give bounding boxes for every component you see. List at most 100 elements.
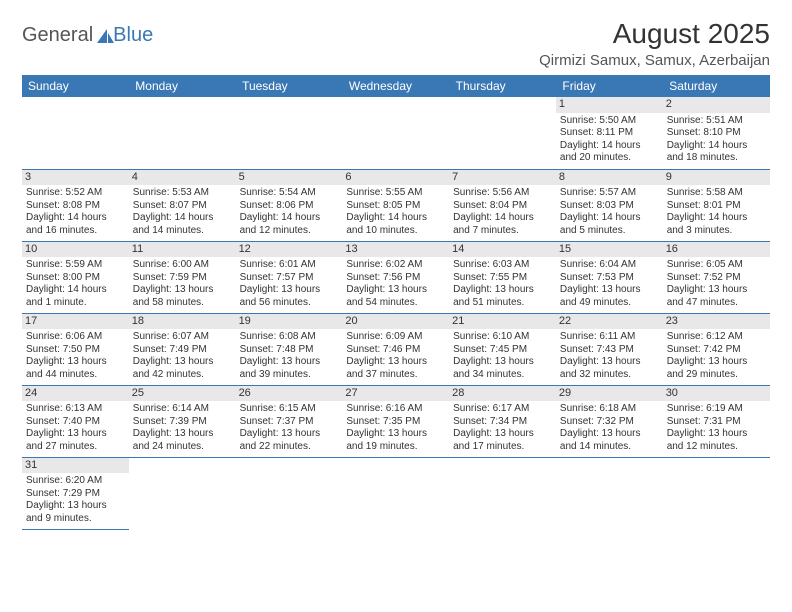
sunrise-line: Sunrise: 6:06 AM (26, 331, 125, 344)
sunset-line: Sunset: 7:52 PM (667, 272, 766, 285)
calendar-cell: 7Sunrise: 5:56 AMSunset: 8:04 PMDaylight… (449, 169, 556, 241)
sunset-line: Sunset: 7:35 PM (346, 416, 445, 429)
day-number: 7 (449, 170, 556, 186)
calendar-cell: 9Sunrise: 5:58 AMSunset: 8:01 PMDaylight… (663, 169, 770, 241)
calendar-table: Sunday Monday Tuesday Wednesday Thursday… (22, 75, 770, 530)
calendar-cell: 12Sunrise: 6:01 AMSunset: 7:57 PMDayligh… (236, 241, 343, 313)
col-sunday: Sunday (22, 75, 129, 97)
calendar-row: 3Sunrise: 5:52 AMSunset: 8:08 PMDaylight… (22, 169, 770, 241)
daylight-line: Daylight: 13 hours and 58 minutes. (133, 284, 232, 309)
daylight-line: Daylight: 13 hours and 39 minutes. (240, 356, 339, 381)
sunset-line: Sunset: 8:00 PM (26, 272, 125, 285)
calendar-cell (342, 457, 449, 529)
sunset-line: Sunset: 7:53 PM (560, 272, 659, 285)
sunset-line: Sunset: 7:59 PM (133, 272, 232, 285)
calendar-cell (236, 457, 343, 529)
sunset-line: Sunset: 7:39 PM (133, 416, 232, 429)
day-number: 16 (663, 242, 770, 258)
day-number: 3 (22, 170, 129, 186)
sunrise-line: Sunrise: 6:05 AM (667, 259, 766, 272)
day-number: 8 (556, 170, 663, 186)
sunset-line: Sunset: 8:07 PM (133, 200, 232, 213)
daylight-line: Daylight: 13 hours and 22 minutes. (240, 428, 339, 453)
sunrise-line: Sunrise: 6:03 AM (453, 259, 552, 272)
sunrise-line: Sunrise: 5:54 AM (240, 187, 339, 200)
sunrise-line: Sunrise: 5:52 AM (26, 187, 125, 200)
day-number: 25 (129, 386, 236, 402)
calendar-cell: 14Sunrise: 6:03 AMSunset: 7:55 PMDayligh… (449, 241, 556, 313)
day-number: 28 (449, 386, 556, 402)
calendar-row: 10Sunrise: 5:59 AMSunset: 8:00 PMDayligh… (22, 241, 770, 313)
day-number: 19 (236, 314, 343, 330)
sunrise-line: Sunrise: 6:14 AM (133, 403, 232, 416)
calendar-cell: 24Sunrise: 6:13 AMSunset: 7:40 PMDayligh… (22, 385, 129, 457)
calendar-cell (663, 457, 770, 529)
sunrise-line: Sunrise: 6:16 AM (346, 403, 445, 416)
sunset-line: Sunset: 7:42 PM (667, 344, 766, 357)
sunrise-line: Sunrise: 5:58 AM (667, 187, 766, 200)
sunset-line: Sunset: 7:31 PM (667, 416, 766, 429)
day-number: 26 (236, 386, 343, 402)
day-number: 2 (663, 97, 770, 113)
calendar-cell: 28Sunrise: 6:17 AMSunset: 7:34 PMDayligh… (449, 385, 556, 457)
col-monday: Monday (129, 75, 236, 97)
daylight-line: Daylight: 13 hours and 9 minutes. (26, 500, 125, 525)
calendar-cell: 4Sunrise: 5:53 AMSunset: 8:07 PMDaylight… (129, 169, 236, 241)
col-tuesday: Tuesday (236, 75, 343, 97)
sunrise-line: Sunrise: 6:17 AM (453, 403, 552, 416)
daylight-line: Daylight: 13 hours and 37 minutes. (346, 356, 445, 381)
sunset-line: Sunset: 8:06 PM (240, 200, 339, 213)
sunrise-line: Sunrise: 5:51 AM (667, 115, 766, 128)
sunrise-line: Sunrise: 5:53 AM (133, 187, 232, 200)
day-header-row: Sunday Monday Tuesday Wednesday Thursday… (22, 75, 770, 97)
sunset-line: Sunset: 7:37 PM (240, 416, 339, 429)
col-friday: Friday (556, 75, 663, 97)
calendar-cell (342, 97, 449, 169)
daylight-line: Daylight: 14 hours and 14 minutes. (133, 212, 232, 237)
calendar-row: 31Sunrise: 6:20 AMSunset: 7:29 PMDayligh… (22, 457, 770, 529)
calendar-cell (129, 97, 236, 169)
calendar-cell (556, 457, 663, 529)
sunset-line: Sunset: 7:29 PM (26, 488, 125, 501)
calendar-cell: 21Sunrise: 6:10 AMSunset: 7:45 PMDayligh… (449, 313, 556, 385)
calendar-row: 17Sunrise: 6:06 AMSunset: 7:50 PMDayligh… (22, 313, 770, 385)
day-number: 31 (22, 458, 129, 474)
sunset-line: Sunset: 7:49 PM (133, 344, 232, 357)
daylight-line: Daylight: 13 hours and 51 minutes. (453, 284, 552, 309)
sunrise-line: Sunrise: 6:11 AM (560, 331, 659, 344)
daylight-line: Daylight: 13 hours and 29 minutes. (667, 356, 766, 381)
daylight-line: Daylight: 13 hours and 12 minutes. (667, 428, 766, 453)
day-number: 18 (129, 314, 236, 330)
daylight-line: Daylight: 13 hours and 19 minutes. (346, 428, 445, 453)
calendar-cell: 1Sunrise: 5:50 AMSunset: 8:11 PMDaylight… (556, 97, 663, 169)
day-number: 11 (129, 242, 236, 258)
daylight-line: Daylight: 13 hours and 17 minutes. (453, 428, 552, 453)
calendar-cell (236, 97, 343, 169)
day-number: 20 (342, 314, 449, 330)
day-number: 30 (663, 386, 770, 402)
calendar-cell: 16Sunrise: 6:05 AMSunset: 7:52 PMDayligh… (663, 241, 770, 313)
location-text: Qirmizi Samux, Samux, Azerbaijan (539, 52, 770, 69)
calendar-body: 1Sunrise: 5:50 AMSunset: 8:11 PMDaylight… (22, 97, 770, 529)
day-number: 21 (449, 314, 556, 330)
daylight-line: Daylight: 13 hours and 42 minutes. (133, 356, 232, 381)
day-number: 29 (556, 386, 663, 402)
sunset-line: Sunset: 7:48 PM (240, 344, 339, 357)
sunset-line: Sunset: 7:32 PM (560, 416, 659, 429)
sunset-line: Sunset: 8:04 PM (453, 200, 552, 213)
daylight-line: Daylight: 13 hours and 27 minutes. (26, 428, 125, 453)
title-block: August 2025 Qirmizi Samux, Samux, Azerba… (539, 18, 770, 69)
day-number: 15 (556, 242, 663, 258)
sunrise-line: Sunrise: 5:55 AM (346, 187, 445, 200)
calendar-cell (129, 457, 236, 529)
daylight-line: Daylight: 13 hours and 34 minutes. (453, 356, 552, 381)
daylight-line: Daylight: 13 hours and 56 minutes. (240, 284, 339, 309)
header: General Blue August 2025 Qirmizi Samux, … (22, 18, 770, 69)
calendar-cell: 18Sunrise: 6:07 AMSunset: 7:49 PMDayligh… (129, 313, 236, 385)
logo: General Blue (22, 24, 153, 47)
day-number: 9 (663, 170, 770, 186)
calendar-cell (449, 457, 556, 529)
daylight-line: Daylight: 13 hours and 47 minutes. (667, 284, 766, 309)
day-number: 6 (342, 170, 449, 186)
col-wednesday: Wednesday (342, 75, 449, 97)
